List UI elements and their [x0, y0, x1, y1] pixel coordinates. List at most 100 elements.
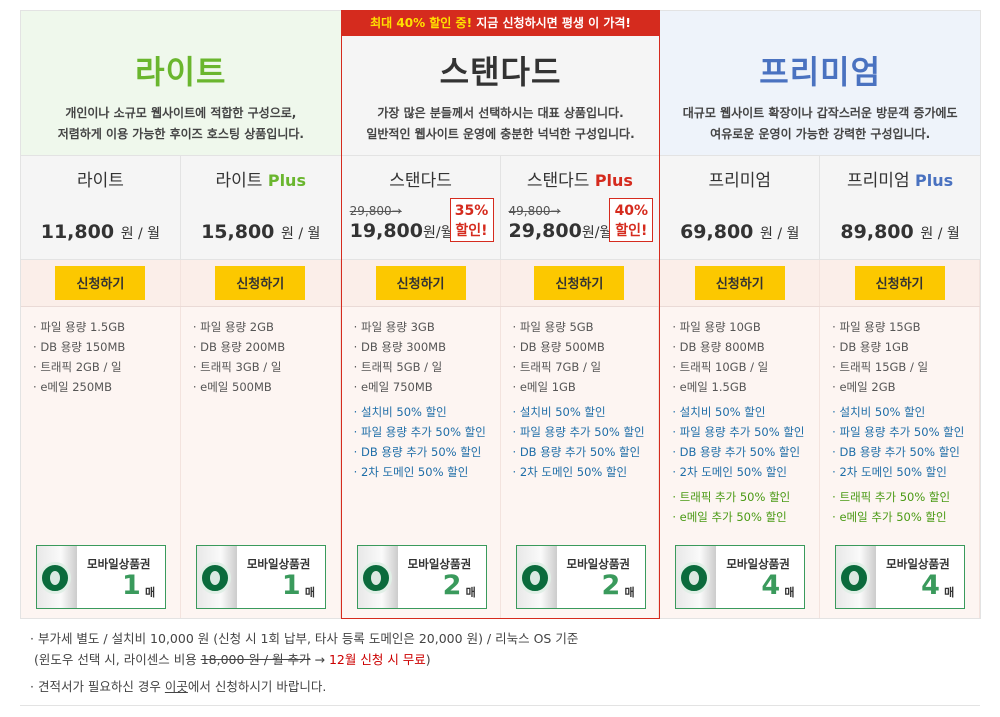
voucher-card: 모바일상품권 1 매	[195, 545, 326, 610]
voucher-row: 모바일상품권 1 매 모바일상품권 1 매	[21, 540, 341, 618]
feature-text: DB 용량 추가 50% 할인	[519, 444, 641, 459]
plan-name: 라이트	[21, 166, 180, 191]
plan-premium-plus: 프리미엄 Plus 89,800 원 / 월	[820, 156, 980, 259]
plan-name-text: 라이트	[76, 170, 124, 191]
voucher-label: 모바일상품권	[87, 557, 151, 572]
voucher-cell: 모바일상품권 4 매	[820, 540, 980, 618]
voucher-count: 2	[442, 570, 462, 602]
group-title: 프리미엄	[759, 53, 882, 91]
feature-text: e메일 750MB	[360, 379, 433, 394]
apply-row: 신청하기 신청하기	[660, 258, 981, 307]
voucher-count: 1	[281, 570, 301, 602]
starbucks-logo-icon	[198, 562, 231, 595]
feature-item: · 트래픽 2GB / 일	[33, 359, 122, 374]
feature-text: 2차 도메인 50% 할인	[679, 464, 787, 479]
voucher-label: 모바일상품권	[886, 557, 950, 572]
plan-name-text: 라이트	[215, 170, 263, 191]
apply-button[interactable]: 신청하기	[854, 265, 945, 300]
discount-label: 할인!	[455, 222, 488, 239]
plan-group-standard: 최대 40% 할인 중! 지금 신청하시면 평생 이 가격! 스탠다드 가장 많은 …	[340, 10, 661, 619]
feature-text: 설치비 50% 할인	[360, 404, 447, 419]
price-unit: 원 / 월	[920, 225, 960, 242]
feature-item: · 2차 도메인 50% 할인	[353, 464, 469, 479]
plan-lite: 라이트 11,800 원 / 월	[21, 155, 181, 259]
feature-item: · DB 용량 500MB	[512, 339, 605, 354]
feature-text: 2차 도메인 50% 할인	[839, 464, 947, 479]
voucher-unit: 매	[944, 586, 955, 600]
notes: · 부가세 별도 / 설치비 10,000 원 (신청 시 1회 납부, 타사 …	[30, 628, 578, 697]
quote-link[interactable]: 이곳	[164, 679, 188, 694]
voucher-card: 모바일상품권 2 매	[356, 545, 487, 610]
feature-item: · 트래픽 3GB / 일	[192, 359, 282, 374]
description-line: 개인이나 소규모 웹사이트에 적합한 구성으로,	[65, 106, 297, 120]
description-line: 대규모 웹사이트 확장이나 갑작스러운 방문객 증가에도	[682, 106, 958, 120]
voucher-card: 모바일상품권 1 매	[36, 545, 166, 610]
note-text: 에서 신청하시기 바랍니다.	[187, 679, 327, 694]
feature-text: 파일 용량 2GB	[200, 319, 274, 334]
feature-item: · 파일 용량 추가 50% 할인	[672, 424, 805, 439]
feature-text: e메일 1.5GB	[679, 379, 747, 394]
plus-label: Plus	[915, 170, 954, 190]
price-unit: 원 / 월	[120, 225, 161, 242]
feature-item: · DB 용량 추가 50% 할인	[353, 444, 482, 459]
apply-button[interactable]: 신청하기	[375, 265, 466, 300]
discount-badge: 40% 할인!	[609, 197, 654, 242]
apply-button[interactable]: 신청하기	[534, 265, 625, 300]
apply-cell: 신청하기	[21, 259, 181, 306]
original-price: 49,800→	[508, 203, 561, 218]
description-line: 저렴하게 이용 가능한 후이즈 호스팅 상품입니다.	[57, 127, 304, 141]
feature-text: DB 용량 300MB	[360, 339, 446, 354]
coffee-cup-image	[516, 546, 557, 609]
voucher-count: 2	[601, 570, 621, 602]
voucher-card: 모바일상품권 4 매	[675, 545, 806, 610]
price: 15,800 원 / 월	[181, 221, 341, 243]
discount-percent: 40%	[614, 202, 649, 219]
voucher-row: 모바일상품권 2 매 모바일상품권 2 매	[341, 540, 660, 618]
feature-item: · DB 용량 1GB	[832, 339, 909, 354]
feature-item: · e메일 250MB	[33, 379, 112, 394]
voucher-row: 모바일상품권 4 매 모바일상품권 4 매	[660, 540, 981, 618]
feature-list: · 파일 용량 10GB · DB 용량 800MB · 트래픽 10GB / 일 ·…	[660, 306, 821, 541]
feature-item: · DB 용량 150MB	[33, 339, 126, 354]
note-vat: · 부가세 별도 / 설치비 10,000 원 (신청 시 1회 납부, 타사 …	[30, 631, 579, 646]
voucher-label: 모바일상품권	[246, 557, 311, 572]
feature-item: · 2차 도메인 50% 할인	[832, 464, 947, 479]
feature-list: · 파일 용량 5GB · DB 용량 500MB · 트래픽 7GB / 일 · e…	[501, 306, 660, 541]
apply-cell: 신청하기	[660, 259, 821, 306]
feature-item: · 트래픽 10GB / 일	[672, 359, 769, 374]
feature-list: · 파일 용량 1.5GB · DB 용량 150MB · 트래픽 2GB / 일 ·…	[21, 306, 181, 541]
voucher-unit: 매	[304, 586, 315, 600]
plan-row: 스탠다드 29,800→ 19,800원/월 35% 할인! 스탠다드 Plus 49,80…	[341, 155, 660, 259]
feature-text: DB 용량 추가 50% 할인	[839, 444, 960, 459]
plan-standard: 스탠다드 29,800→ 19,800원/월 35% 할인!	[342, 155, 501, 259]
note-windows: (윈도우 선택 시, 라이센스 비용 18,000 원 / 월 추가 → 12월…	[30, 649, 578, 670]
voucher-unit: 매	[624, 586, 635, 600]
price: 89,800 원 / 월	[820, 221, 980, 243]
voucher-count: 4	[761, 570, 781, 602]
description-line: 일반적인 웹사이트 운영에 충분한 넉넉한 구성입니다.	[366, 127, 635, 141]
feature-text: DB 용량 500MB	[519, 339, 605, 354]
feature-text: 2차 도메인 50% 할인	[360, 464, 469, 479]
feature-list: · 파일 용량 2GB · DB 용량 200MB · 트래픽 3GB / 일 · e…	[181, 306, 341, 541]
group-title: 스탠다드	[439, 53, 562, 91]
price-value: 11,800	[40, 220, 115, 243]
coffee-cup-image	[37, 546, 77, 609]
voucher-cell: 모바일상품권 2 매	[501, 540, 660, 618]
plan-name: 프리미엄	[660, 166, 819, 191]
note-old-fee: 18,000 원 / 월 추가	[200, 652, 311, 667]
group-description: 대규모 웹사이트 확장이나 갑작스러운 방문객 증가에도 여유로운 운영이 가능한…	[660, 103, 980, 145]
apply-button[interactable]: 신청하기	[694, 265, 785, 300]
starbucks-logo-icon	[518, 562, 551, 595]
plus-label: Plus	[267, 170, 306, 190]
description-line: 가장 많은 분들께서 선택하시는 대표 상품입니다.	[377, 106, 624, 120]
apply-button[interactable]: 신청하기	[215, 265, 306, 300]
feature-item: · e메일 추가 50% 할인	[832, 509, 947, 524]
plus-label: Plus	[594, 170, 633, 190]
feature-text: e메일 250MB	[40, 379, 112, 394]
feature-item: · 파일 용량 추가 50% 할인	[832, 424, 965, 439]
apply-button[interactable]: 신청하기	[55, 265, 146, 300]
features-row: · 파일 용량 3GB · DB 용량 300MB · 트래픽 5GB / 일 · e…	[341, 306, 660, 541]
feature-text: e메일 1GB	[519, 379, 576, 394]
features-row: · 파일 용량 10GB · DB 용량 800MB · 트래픽 10GB / 일 ·…	[660, 306, 981, 541]
plan-standard-plus: 스탠다드 Plus 49,800→ 29,800원/월 40% 할인!	[501, 156, 660, 259]
